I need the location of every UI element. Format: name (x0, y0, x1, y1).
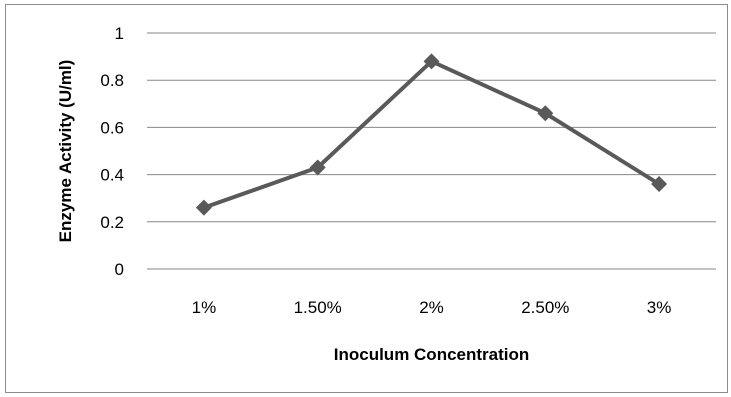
x-tick-label: 1% (192, 298, 217, 317)
y-tick-label: 0 (115, 260, 124, 279)
gridlines (147, 32, 716, 270)
chart-frame (5, 4, 728, 393)
y-tick-label: 0.4 (100, 166, 124, 185)
y-tick-label: 0.2 (100, 213, 124, 232)
x-tick-label: 2.50% (521, 298, 569, 317)
data-point-marker (537, 105, 554, 122)
data-point-marker (195, 199, 212, 216)
x-axis-ticks: 1% 1.50% 2% 2.50% 3% (192, 298, 672, 317)
y-tick-label: 0.6 (100, 118, 124, 137)
x-tick-label: 2% (419, 298, 444, 317)
x-tick-label: 1.50% (294, 298, 342, 317)
y-axis-ticks: 0 0.2 0.4 0.6 0.8 1 (100, 24, 124, 279)
x-axis-title: Inoculum Concentration (334, 345, 530, 364)
series-enzyme-activity (195, 53, 668, 216)
x-tick-label: 3% (647, 298, 672, 317)
y-tick-label: 0.8 (100, 71, 124, 90)
data-point-marker (423, 53, 440, 70)
data-point-marker (309, 159, 326, 176)
data-point-marker (651, 176, 668, 193)
y-tick-label: 1 (115, 24, 124, 43)
y-axis-title: Enzyme Activity (U/ml) (56, 60, 75, 243)
series-line (203, 59, 661, 210)
